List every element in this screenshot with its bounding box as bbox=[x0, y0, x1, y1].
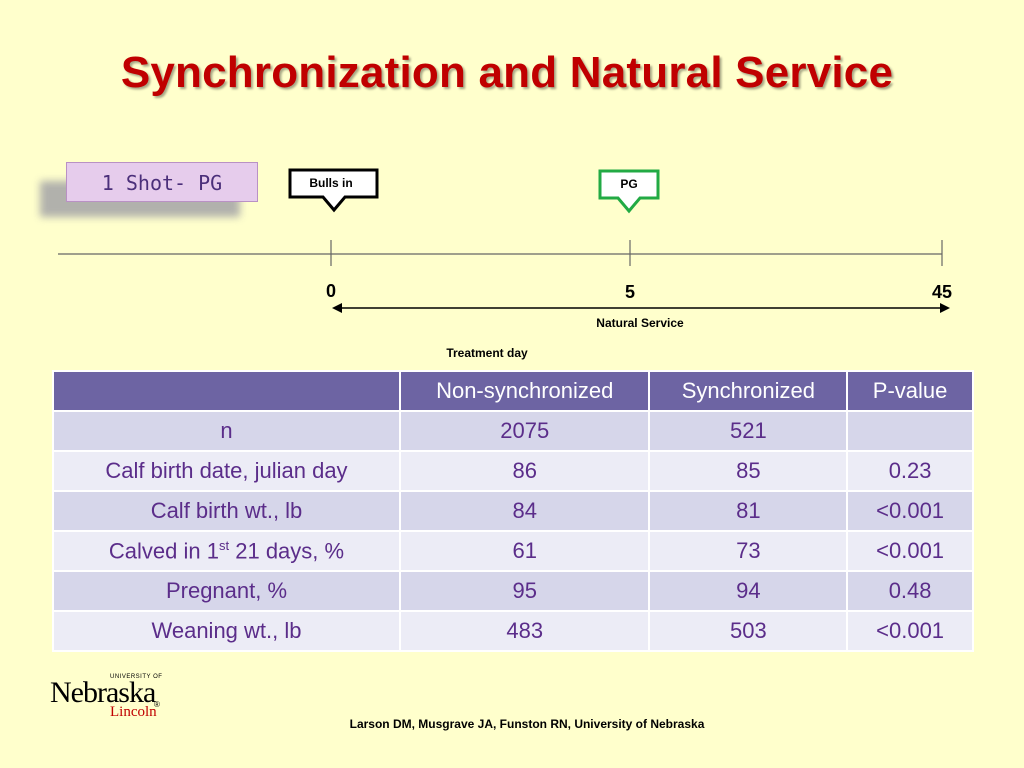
row-label: Calved in 1st 21 days, % bbox=[52, 530, 401, 572]
non-synchronized-value: 86 bbox=[398, 450, 651, 492]
non-synchronized-value: 2075 bbox=[398, 410, 651, 452]
non-synchronized-value: 61 bbox=[398, 530, 651, 572]
treatment-day-label: Treatment day bbox=[446, 346, 528, 360]
header-empty bbox=[52, 370, 401, 412]
row-label-superscript: st bbox=[219, 537, 230, 553]
bulls-in-label: Bulls in bbox=[309, 176, 352, 190]
header-non-synchronized: Non-synchronized bbox=[398, 370, 651, 412]
row-label: Calf birth date, julian day bbox=[52, 450, 401, 492]
p-value: 0.23 bbox=[846, 450, 974, 492]
logo-campus: Lincoln bbox=[110, 704, 157, 720]
day-label-5: 5 bbox=[625, 282, 635, 302]
row-label: Pregnant, % bbox=[52, 570, 401, 612]
natural-service-arrow bbox=[332, 303, 950, 313]
table-row: Weaning wt., lb 483 503 <0.001 bbox=[52, 610, 974, 652]
table-row: Calf birth wt., lb 84 81 <0.001 bbox=[52, 490, 974, 532]
slide-title: Synchronization and Natural Service bbox=[120, 48, 894, 97]
logo-university-of: UNIVERSITY OF bbox=[110, 674, 163, 680]
p-value: <0.001 bbox=[846, 530, 974, 572]
results-table: Non-synchronized Synchronized P-value n … bbox=[52, 370, 974, 652]
header-synchronized: Synchronized bbox=[648, 370, 849, 412]
non-synchronized-value: 84 bbox=[398, 490, 651, 532]
synchronized-value: 94 bbox=[648, 570, 849, 612]
synchronized-value: 85 bbox=[648, 450, 849, 492]
non-synchronized-value: 483 bbox=[398, 610, 651, 652]
synchronized-value: 521 bbox=[648, 410, 849, 452]
logo-wordmark: Nebraska bbox=[50, 676, 156, 709]
row-label: Calf birth wt., lb bbox=[52, 490, 401, 532]
table-row: n 2075 521 bbox=[52, 410, 974, 452]
bulls-in-callout: Bulls in bbox=[288, 168, 379, 213]
citation-footer: Larson DM, Musgrave JA, Funston RN, Univ… bbox=[349, 717, 705, 731]
non-synchronized-value: 95 bbox=[398, 570, 651, 612]
day-label-45: 45 bbox=[932, 282, 952, 302]
row-label-main: Calved in 1 bbox=[108, 538, 219, 564]
table-row: Calf birth date, julian day 86 85 0.23 bbox=[52, 450, 974, 492]
synchronized-value: 81 bbox=[648, 490, 849, 532]
row-label: Weaning wt., lb bbox=[52, 610, 401, 652]
synchronized-value: 73 bbox=[648, 530, 849, 572]
header-p-value: P-value bbox=[846, 370, 974, 412]
p-value bbox=[846, 410, 974, 452]
table-row: Calved in 1st 21 days, % 61 73 <0.001 bbox=[52, 530, 974, 572]
natural-service-label: Natural Service bbox=[596, 316, 684, 330]
p-value: <0.001 bbox=[846, 490, 974, 532]
table-header-row: Non-synchronized Synchronized P-value bbox=[52, 370, 974, 412]
table-row: Pregnant, % 95 94 0.48 bbox=[52, 570, 974, 612]
treatment-timeline: Bulls in PG 0 5 45 Natural Service Treat… bbox=[58, 168, 952, 360]
p-value: 0.48 bbox=[846, 570, 974, 612]
row-label: n bbox=[52, 410, 401, 452]
row-label-rest: 21 days, % bbox=[229, 538, 345, 564]
day-label-0: 0 bbox=[326, 281, 336, 301]
pg-label: PG bbox=[620, 177, 637, 191]
protocol-label: 1 Shot- PG bbox=[66, 162, 258, 202]
pg-callout: PG bbox=[598, 169, 660, 214]
p-value: <0.001 bbox=[846, 610, 974, 652]
logo-registered-mark: ® bbox=[154, 700, 160, 709]
synchronized-value: 503 bbox=[648, 610, 849, 652]
